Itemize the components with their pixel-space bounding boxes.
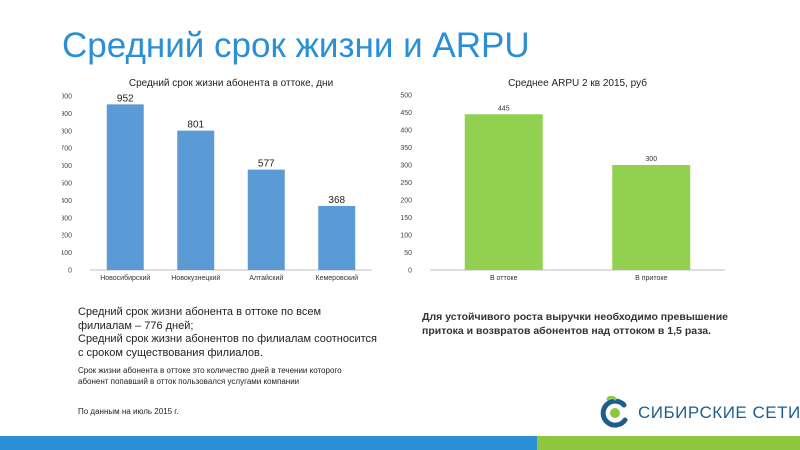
lifetime-data-label: 368 — [328, 195, 345, 206]
logo-icon — [600, 396, 628, 428]
lifetime-bar — [177, 130, 215, 270]
lifetime-definition-text: Срок жизни абонента в оттоке это количес… — [78, 366, 342, 386]
lifetime-ytick: 400 — [62, 198, 72, 205]
lifetime-category-label: Новокузнецкий — [171, 274, 220, 282]
arpu-ytick: 300 — [400, 163, 412, 170]
lifetime-category-label: Алтайский — [249, 274, 283, 282]
footer-bar-green — [537, 436, 800, 450]
lifetime-ytick: 100 — [62, 250, 72, 257]
chart-lifetime: Средний срок жизни абонента в оттоке, дн… — [62, 74, 380, 286]
arpu-category-label: В притоке — [635, 275, 667, 282]
lifetime-ytick: 300 — [62, 215, 72, 222]
lifetime-ytick: 200 — [62, 233, 72, 240]
lifetime-ytick: 900 — [62, 111, 72, 118]
arpu-ytick: 50 — [404, 250, 412, 257]
lifetime-category-label: Кемеровский — [316, 274, 359, 282]
footer-bar — [0, 436, 800, 450]
arpu-ytick: 500 — [400, 93, 412, 100]
chart-lifetime-svg: Средний срок жизни абонента в оттоке, дн… — [62, 77, 372, 282]
lifetime-summary-text: Средний срок жизни абонента в оттоке по … — [78, 306, 377, 359]
lifetime-ytick: 800 — [62, 128, 72, 135]
arpu-ytick: 400 — [400, 128, 412, 135]
lifetime-ytick: 1000 — [62, 94, 72, 101]
lifetime-ytick: 0 — [68, 268, 72, 275]
arpu-ytick: 150 — [400, 215, 412, 222]
page-title: Средний срок жизни и ARPU — [62, 26, 530, 65]
footer-bar-blue — [0, 436, 537, 450]
arpu-data-label: 300 — [645, 156, 657, 163]
arpu-category-label: В оттоке — [490, 275, 518, 282]
arpu-ytick: 0 — [408, 268, 412, 275]
lifetime-data-label: 577 — [258, 159, 275, 170]
chart-arpu: Среднее ARPU 2 кв 2015, руб 0 50 100 150 200 2… — [400, 74, 730, 286]
logo-text: СИБИРСКИЕ СЕТИ — [638, 403, 800, 422]
lifetime-ytick: 600 — [62, 163, 72, 170]
lifetime-ytick: 700 — [62, 146, 72, 153]
company-logo: СИБИРСКИЕ СЕТИ — [598, 396, 800, 430]
arpu-ytick: 100 — [400, 233, 412, 240]
lifetime-bar — [318, 205, 356, 270]
data-source-text: По данным на июль 2015 г. — [78, 407, 179, 416]
arpu-data-label: 445 — [498, 105, 510, 112]
growth-requirement-text: Для устойчивого роста выручки необходимо… — [422, 311, 729, 337]
arpu-title: Среднее ARPU 2 кв 2015, руб — [508, 77, 647, 89]
arpu-bar — [464, 114, 543, 270]
lifetime-ytick: 500 — [62, 181, 72, 188]
lifetime-category-label: Новосибирский — [100, 274, 150, 282]
lifetime-bar — [247, 169, 285, 270]
arpu-bar — [612, 165, 691, 270]
lifetime-title: Средний срок жизни абонента в оттоке, дн… — [129, 77, 333, 89]
chart-arpu-svg: Среднее ARPU 2 кв 2015, руб 0 50 100 150 200 2… — [400, 77, 725, 282]
arpu-ytick: 200 — [400, 198, 412, 205]
arpu-ytick: 350 — [400, 145, 412, 152]
lifetime-data-label: 801 — [187, 120, 204, 131]
arpu-ytick: 250 — [400, 180, 412, 187]
lifetime-data-label: 952 — [117, 93, 134, 104]
arpu-ytick: 450 — [400, 110, 412, 117]
lifetime-bar — [106, 104, 144, 271]
